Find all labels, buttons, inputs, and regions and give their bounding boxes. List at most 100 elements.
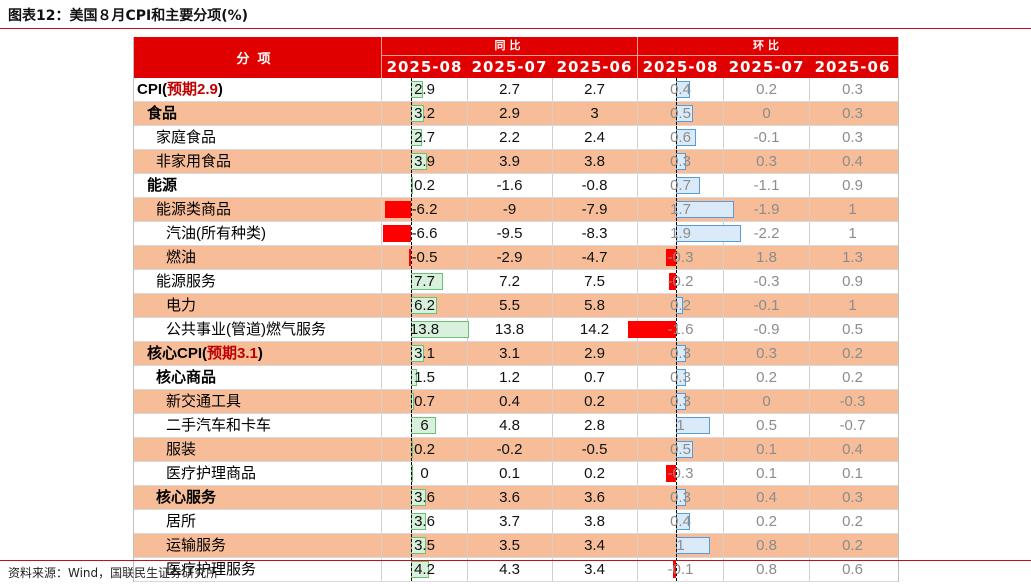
grid-line [467, 342, 468, 365]
mom-value: 1 [676, 537, 685, 554]
grid-line [809, 270, 810, 293]
yoy-value: 13.8 [409, 321, 440, 338]
mom-bar-axis [676, 318, 677, 341]
yoy-value: 3.8 [584, 513, 605, 530]
mom-value: -0.1 [667, 561, 694, 578]
grid-line [809, 78, 810, 101]
grid-line [467, 366, 468, 389]
yoy-value: -9 [502, 201, 517, 218]
mom-value: 0.3 [756, 345, 777, 362]
grid-line [381, 150, 382, 173]
yoy-value: 0.7 [414, 393, 435, 410]
mom-value: 0.5 [842, 321, 863, 338]
mom-value: -0.1 [753, 129, 780, 146]
mom-value: -0.3 [839, 393, 866, 410]
grid-line [381, 366, 382, 389]
yoy-value: 3.6 [499, 489, 520, 506]
mom-value: 0.5 [670, 441, 691, 458]
grid-line [723, 534, 724, 557]
grid-line [809, 222, 810, 245]
grid-line [637, 510, 638, 533]
mom-value: 0.5 [670, 105, 691, 122]
header-yoy: 同比 [382, 37, 638, 56]
mom-value: 0.3 [842, 489, 863, 506]
figure-title: 图表12：美国８月CPI和主要分项(%) [8, 8, 249, 24]
yoy-value: 0.2 [414, 177, 435, 194]
mom-value: -0.1 [753, 297, 780, 314]
row-label: 燃油 [134, 246, 412, 269]
yoy-bar-axis [411, 102, 412, 125]
table-row: 医疗护理服务 4.2 4.3 3.4 -0.1 0.8 0.6 [134, 558, 898, 582]
grid-line [552, 342, 553, 365]
grid-line [552, 438, 553, 461]
grid-line [637, 102, 638, 125]
yoy-value: 0.2 [584, 465, 605, 482]
grid-line [723, 462, 724, 485]
grid-line [552, 222, 553, 245]
grid-line [467, 270, 468, 293]
mom-value: 0.6 [670, 129, 691, 146]
row-label-text: 汽油(所有种类) [166, 225, 266, 242]
mom-value: 0.3 [756, 153, 777, 170]
row-label: 医疗护理商品 [134, 462, 412, 485]
yoy-value: 7.5 [584, 273, 605, 290]
yoy-value: 3 [590, 105, 599, 122]
row-label-text: 运输服务 [166, 537, 227, 554]
row-label: 居所 [134, 510, 412, 533]
grid-line [552, 534, 553, 557]
yoy-bar-axis [411, 126, 412, 149]
yoy-value: 0 [420, 465, 429, 482]
mom-value: 1.7 [670, 201, 691, 218]
mom-bar-axis [676, 486, 677, 509]
header-mom-period: 2025-06 [814, 58, 891, 76]
yoy-value: 2.4 [584, 129, 605, 146]
grid-line [723, 174, 724, 197]
header-yoy-period: 2025-07 [471, 58, 548, 76]
yoy-bar-axis [411, 390, 412, 413]
row-label-text: 电力 [166, 297, 197, 314]
grid-line [381, 558, 382, 581]
mom-bar-axis [676, 414, 677, 437]
mom-value: 0.9 [842, 273, 863, 290]
yoy-value: 0.2 [414, 441, 435, 458]
grid-line [637, 174, 638, 197]
yoy-value: -0.2 [496, 441, 523, 458]
header-yoy-period: 2025-08 [386, 58, 463, 76]
table-row: 居所 3.6 3.7 3.8 0.4 0.2 0.2 [134, 510, 898, 534]
grid-line [809, 366, 810, 389]
grid-line [381, 198, 382, 221]
yoy-bar-axis [411, 294, 412, 317]
yoy-value: 5.5 [499, 297, 520, 314]
row-label-close: ) [257, 345, 263, 362]
yoy-bar-axis [411, 342, 412, 365]
grid-line [809, 294, 810, 317]
mom-value: 0.2 [756, 81, 777, 98]
row-label: 家庭食品 [134, 126, 402, 149]
grid-line [637, 294, 638, 317]
grid-line [552, 78, 553, 101]
grid-line [381, 78, 382, 101]
grid-line [552, 102, 553, 125]
yoy-value: 3.7 [499, 513, 520, 530]
table-header: 分项 同比 环比 2025-08 2025-07 2025-06 2025-08… [134, 37, 898, 78]
grid-line [809, 534, 810, 557]
table-row: 二手汽车和卡车 6 4.8 2.8 1 0.5 -0.7 [134, 414, 898, 438]
mom-value: 0.2 [842, 369, 863, 386]
yoy-value: 3.6 [414, 489, 435, 506]
yoy-data-bar [383, 225, 411, 242]
yoy-bar-axis [411, 414, 412, 437]
grid-line [467, 102, 468, 125]
grid-line [809, 198, 810, 221]
grid-line [552, 366, 553, 389]
grid-line [381, 126, 382, 149]
yoy-data-bar [408, 249, 411, 266]
grid-line [552, 318, 553, 341]
source-note: 资料来源：Wind，国联民生证券研究所 [8, 566, 219, 580]
yoy-bar-axis [411, 270, 412, 293]
grid-line [381, 390, 382, 413]
yoy-value: 3.9 [499, 153, 520, 170]
yoy-bar-axis [411, 510, 412, 533]
header-mom-period: 2025-08 [642, 58, 719, 76]
grid-line [381, 486, 382, 509]
mom-value: 0.3 [670, 153, 691, 170]
